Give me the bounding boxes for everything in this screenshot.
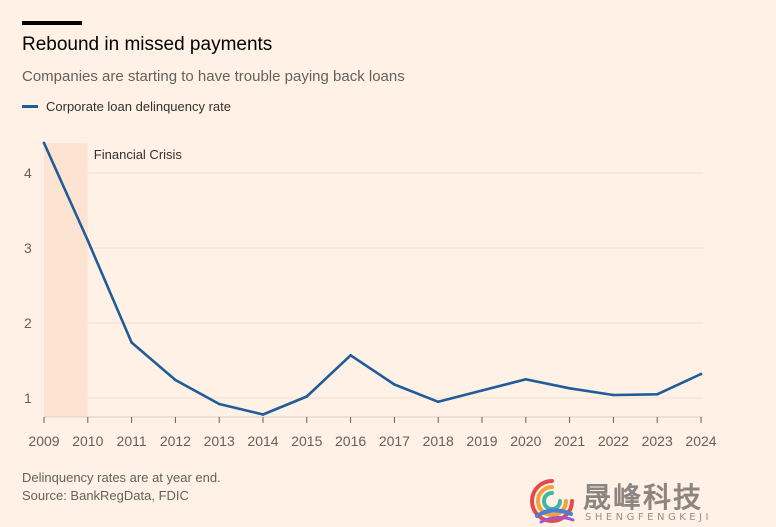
data-point xyxy=(699,372,703,376)
legend-label: Corporate loan delinquency rate xyxy=(46,99,232,114)
x-tick-label: 2021 xyxy=(554,433,585,449)
x-tick-label: 2019 xyxy=(466,433,497,449)
y-tick-label: 3 xyxy=(24,240,32,256)
x-tick-label: 2020 xyxy=(510,433,541,449)
chart-subtitle: Companies are starting to have trouble p… xyxy=(22,68,405,85)
financial-crisis-band xyxy=(44,143,88,417)
data-point xyxy=(86,239,90,242)
grid-layer xyxy=(44,172,703,399)
data-point xyxy=(655,392,659,396)
x-tick-label: 2018 xyxy=(423,433,454,449)
data-point xyxy=(130,341,133,344)
watermark-logo-icon xyxy=(530,479,575,524)
x-tick-label: 2024 xyxy=(685,433,716,449)
x-tick-label: 2009 xyxy=(28,433,59,449)
x-tick-label: 2017 xyxy=(379,433,410,449)
top-rule xyxy=(22,21,82,25)
axis-layer: 1 2 3 4 2009 2010 2011 2012 2013 2014 2015 2016 2017… xyxy=(24,165,717,449)
x-tick-label: 2012 xyxy=(160,433,191,449)
y-tick-label: 4 xyxy=(24,165,32,181)
chart-title: Rebound in missed payments xyxy=(22,34,273,55)
series-layer xyxy=(42,141,703,416)
x-tick-label: 2010 xyxy=(72,433,103,449)
data-point xyxy=(217,402,221,406)
data-point xyxy=(393,383,396,386)
data-point xyxy=(174,378,177,382)
footnote: Delinquency rates are at year end. xyxy=(22,470,221,485)
data-point xyxy=(568,386,571,390)
data-point xyxy=(612,393,615,397)
x-tick-label: 2014 xyxy=(247,433,278,449)
data-point xyxy=(349,353,352,357)
series-line-delinquency-rate xyxy=(42,141,703,416)
data-point xyxy=(261,413,265,416)
y-tick-label: 2 xyxy=(24,315,32,331)
source-note: Source: BankRegData, FDIC xyxy=(22,488,189,503)
x-tick-label: 2011 xyxy=(117,433,147,449)
financial-crisis-label: Financial Crisis xyxy=(94,147,183,162)
shade-layer: Financial Crisis xyxy=(44,143,182,417)
data-point xyxy=(436,400,440,404)
watermark-cn: 晟峰科技 xyxy=(583,481,704,514)
data-point xyxy=(524,377,528,381)
data-point xyxy=(480,389,484,392)
watermark: 晟峰科技 SHENGFENGKEJI xyxy=(527,474,767,526)
x-tick-label: 2016 xyxy=(335,433,366,449)
x-tick-label: 2015 xyxy=(291,433,322,449)
data-point xyxy=(42,141,46,145)
watermark-en: SHENGFENGKEJI xyxy=(585,512,712,523)
legend-swatch xyxy=(22,105,38,108)
x-tick-label: 2022 xyxy=(598,433,629,449)
legend: Corporate loan delinquency rate xyxy=(22,99,231,114)
x-tick-label: 2023 xyxy=(642,433,673,449)
x-tick-label: 2013 xyxy=(204,433,235,449)
data-point xyxy=(305,395,309,398)
y-tick-label: 1 xyxy=(24,390,32,406)
